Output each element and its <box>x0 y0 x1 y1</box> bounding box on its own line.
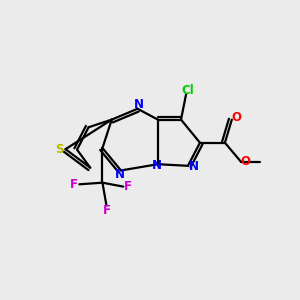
Text: S: S <box>56 143 64 156</box>
Text: N: N <box>152 159 162 172</box>
Text: F: F <box>124 180 132 193</box>
Text: N: N <box>115 168 125 181</box>
Text: F: F <box>102 204 110 217</box>
Text: F: F <box>70 178 78 191</box>
Text: Cl: Cl <box>182 84 194 97</box>
Text: O: O <box>231 111 242 124</box>
Text: N: N <box>134 98 144 111</box>
Text: O: O <box>241 155 251 168</box>
Text: N: N <box>189 160 199 173</box>
